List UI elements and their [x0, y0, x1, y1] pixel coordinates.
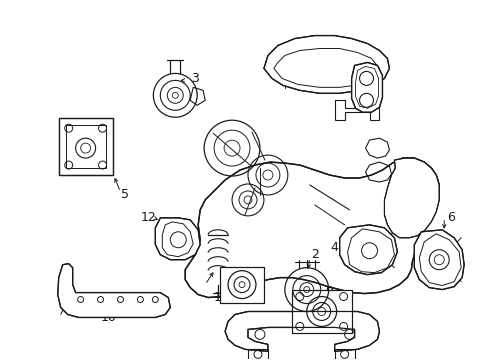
Text: 10: 10 [101, 311, 116, 324]
Text: 4: 4 [330, 241, 338, 254]
Polygon shape [351, 62, 382, 112]
Text: 1: 1 [214, 291, 222, 304]
Text: 12: 12 [140, 211, 156, 224]
Polygon shape [155, 218, 200, 260]
Text: 3: 3 [191, 72, 199, 85]
Polygon shape [58, 264, 170, 318]
Text: 2: 2 [310, 248, 318, 261]
Text: 7: 7 [373, 66, 381, 79]
Polygon shape [224, 311, 379, 351]
Polygon shape [413, 230, 463, 289]
Text: 11: 11 [296, 317, 312, 330]
Polygon shape [264, 36, 388, 93]
Polygon shape [291, 289, 351, 333]
Text: 5: 5 [121, 188, 129, 202]
Text: 8: 8 [218, 271, 225, 284]
Text: 6: 6 [447, 211, 454, 224]
Polygon shape [220, 267, 264, 302]
Polygon shape [185, 158, 438, 298]
Polygon shape [384, 158, 438, 238]
Text: 9: 9 [325, 285, 333, 298]
Polygon shape [59, 118, 112, 175]
Polygon shape [339, 225, 397, 275]
